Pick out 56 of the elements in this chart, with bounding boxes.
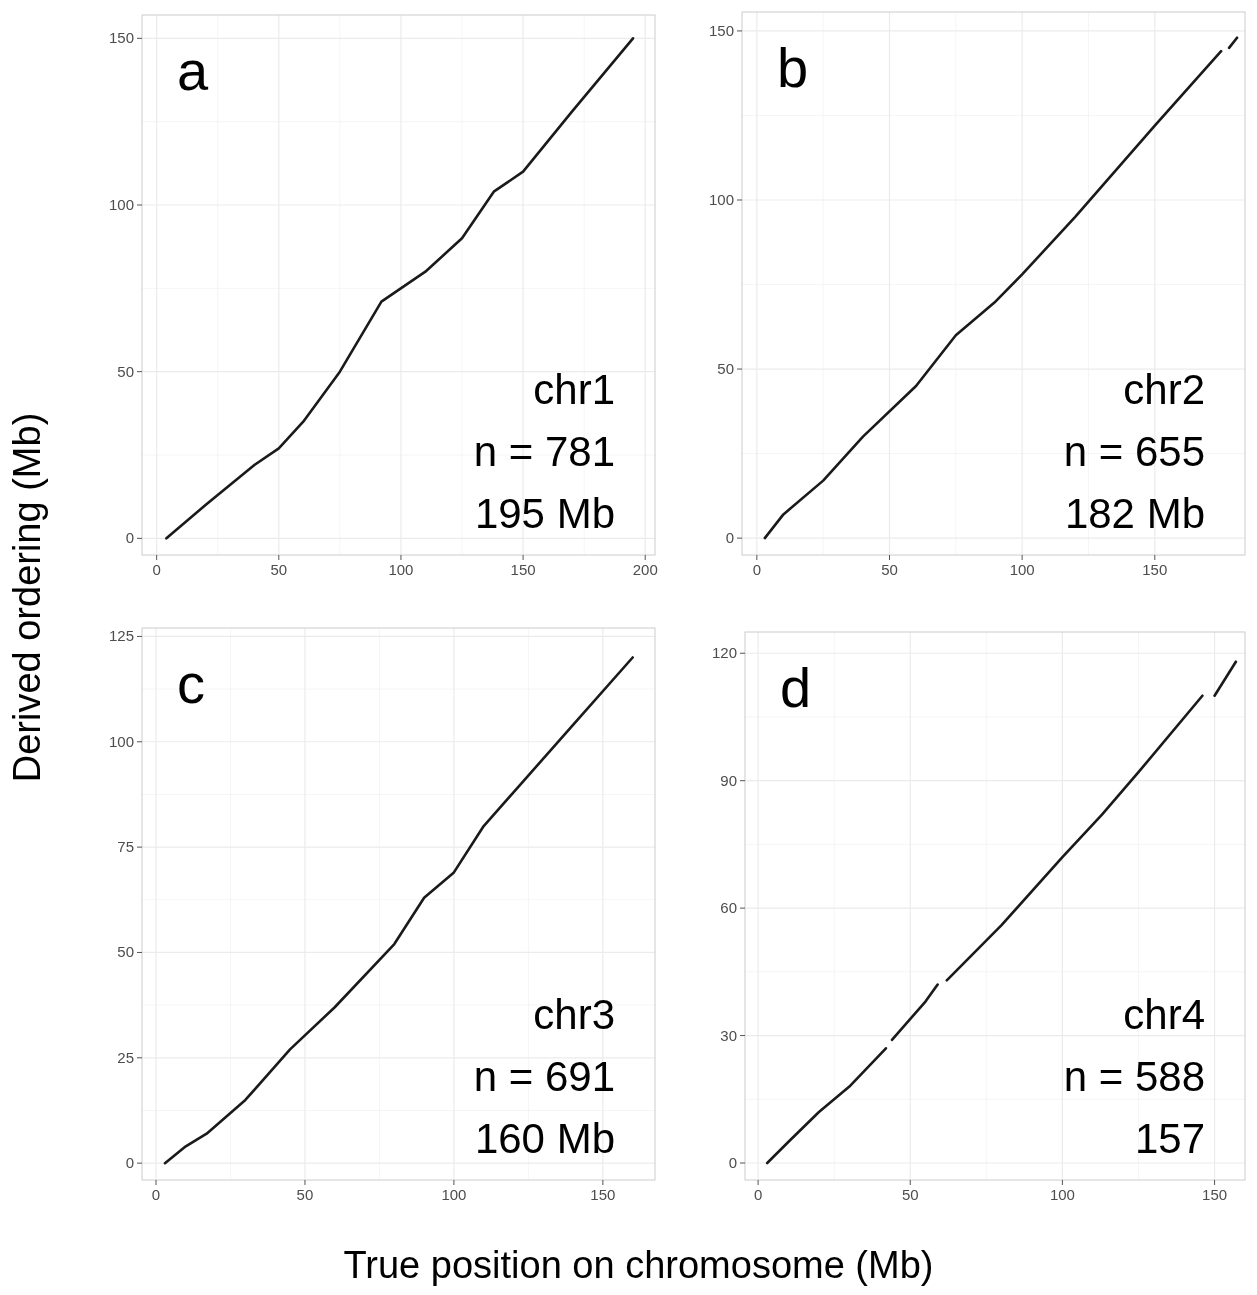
annotation: n = 691 [473,1053,615,1100]
y-tick-label: 0 [728,1154,737,1172]
annotation: 182 Mb [1064,490,1205,537]
y-tick-label: 25 [117,1048,134,1066]
y-tick-label: 125 [108,627,134,645]
x-tick-label: 150 [1202,1186,1228,1203]
x-tick-label: 200 [632,561,658,578]
y-tick-label: 150 [708,21,734,39]
x-tick-label: 150 [590,1186,616,1203]
x-tick-label: 150 [510,561,536,578]
y-tick-label: 100 [708,190,734,208]
y-tick-label: 0 [725,529,734,547]
x-tick-label: 0 [752,561,762,578]
line-series [163,656,634,1165]
x-tick-label: 50 [296,1186,314,1203]
y-tick-label: 50 [117,943,134,961]
x-tick-label: 50 [901,1186,919,1203]
annotation: c [177,652,205,715]
annotation: chr1 [533,366,615,413]
annotation: chr3 [533,991,615,1038]
annotation: n = 781 [473,428,615,475]
x-axis-title: True position on chromosome (Mb) [343,1244,934,1286]
annotation: chr4 [1123,991,1205,1038]
line-series [165,37,635,540]
annotation: d [780,656,812,719]
y-tick-label: 50 [717,360,734,378]
annotation: 195 Mb [474,490,615,537]
x-tick-label: 100 [441,1186,467,1203]
annotation: n = 588 [1063,1053,1205,1100]
x-tick-label: 0 [152,561,161,578]
annotation: chr2 [1123,366,1205,413]
x-tick-label: 100 [1049,1186,1075,1203]
y-tick-label: 0 [125,529,134,547]
y-tick-label: 50 [117,362,134,380]
x-tick-label: 0 [753,1186,763,1203]
x-tick-label: 100 [388,561,414,578]
x-tick-label: 100 [1009,561,1035,578]
y-tick-label: 100 [108,732,134,750]
x-tick-label: 50 [270,561,288,578]
y-tick-label: 150 [108,29,134,47]
y-tick-label: 60 [720,899,737,917]
y-tick-label: 90 [720,771,737,789]
y-tick-label: 75 [117,838,134,856]
y-tick-label: 120 [711,644,737,662]
annotation: a [177,39,209,102]
y-tick-label: 100 [108,196,134,213]
annotation: n = 655 [1063,428,1205,475]
x-tick-label: 0 [151,1186,161,1203]
x-tick-label: 150 [1142,561,1168,578]
y-tick-label: 30 [720,1026,737,1044]
annotation: b [777,36,809,99]
x-tick-label: 50 [881,561,898,578]
y-tick-label: 0 [125,1154,134,1172]
y-axis-title: Derived ordering (Mb) [6,412,48,783]
annotation: 160 Mb [474,1115,615,1162]
annotation: 157 [1134,1115,1205,1162]
